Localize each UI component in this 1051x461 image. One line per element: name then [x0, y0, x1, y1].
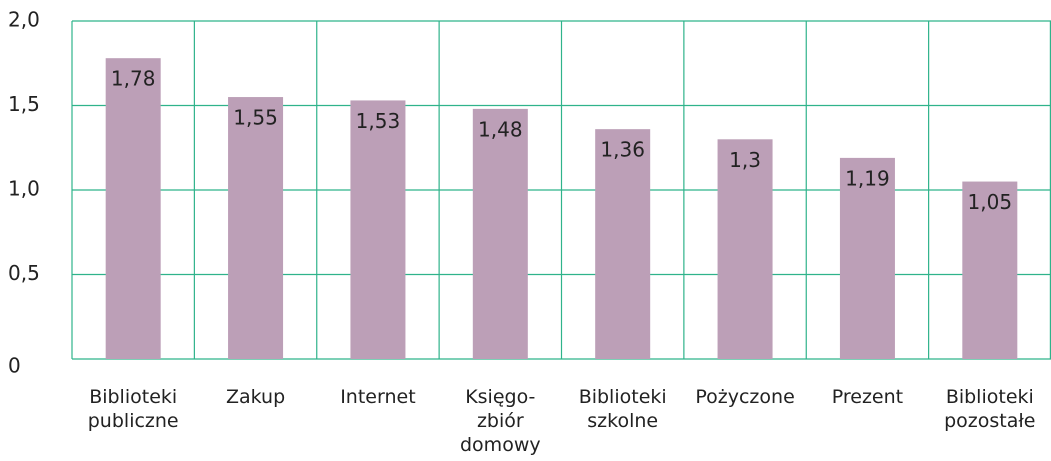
y-tick-label: 1,0 — [8, 177, 40, 201]
x-tick-label: Biblioteki publiczne — [87, 386, 179, 432]
x-tick-label: Prezent — [831, 386, 904, 408]
bar — [472, 108, 528, 359]
value-label: 1,48 — [478, 117, 523, 141]
y-tick-label: 2,0 — [8, 8, 40, 32]
bar — [228, 97, 284, 360]
bar — [839, 157, 895, 359]
value-label: 1,3 — [729, 148, 761, 172]
x-tick-label: Zakup — [225, 386, 286, 408]
bar — [350, 100, 406, 360]
bar — [717, 139, 773, 359]
bar — [595, 129, 651, 359]
bar — [105, 58, 161, 360]
value-label: 1,19 — [845, 166, 890, 190]
bar — [962, 181, 1018, 359]
value-label: 1,53 — [356, 109, 401, 133]
x-tick-label: Pożyczone — [695, 386, 795, 408]
x-tick-label: Księgo- zbiór domowy — [460, 386, 541, 456]
y-tick-label: 1,5 — [8, 92, 40, 116]
x-tick-label: Biblioteki szkolne — [578, 386, 667, 432]
y-tick-label: 0 — [8, 354, 21, 378]
value-label: 1,78 — [111, 67, 156, 91]
value-label: 1,55 — [233, 106, 278, 130]
y-tick-label: 0,5 — [8, 261, 40, 285]
value-label: 1,05 — [968, 190, 1013, 214]
value-label: 1,36 — [600, 138, 645, 162]
x-tick-label: Biblioteki pozostałe — [944, 386, 1036, 432]
x-tick-label: Internet — [340, 386, 416, 408]
